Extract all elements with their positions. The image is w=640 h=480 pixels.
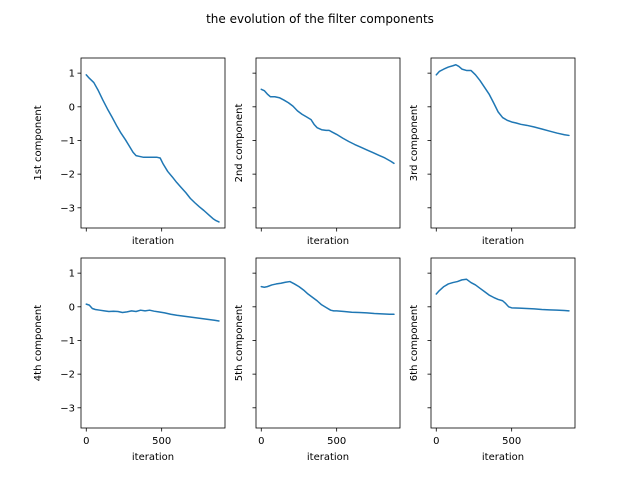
y-tick-label: −3 [60, 403, 75, 414]
y-tick-label: −2 [60, 370, 75, 381]
x-tick-label: 0 [433, 436, 439, 447]
y-tick-label: 0 [69, 102, 75, 113]
y-tick-label: 0 [69, 302, 75, 313]
series-line [85, 303, 220, 322]
series-line [435, 63, 570, 137]
series-line [85, 74, 220, 223]
x-tick-label: 500 [152, 436, 171, 447]
axes-frame [430, 57, 576, 229]
x-tick-label: 500 [502, 436, 521, 447]
x-tick-label: 0 [258, 436, 264, 447]
panel-2: iteration 2nd component [234, 57, 401, 247]
x-axis-label: iteration [132, 452, 174, 463]
small-multiples: 1 0 −1 −2 −3 iteration 1st component iteration 2… [33, 57, 576, 463]
x-axis-label: iteration [482, 452, 524, 463]
panel-1: 1 0 −1 −2 −3 iteration 1st component [33, 57, 226, 247]
y-axis-label: 6th component [409, 305, 420, 381]
panel-4: 1 0 −1 −2 −3 0 500 iteration 4th component [33, 257, 226, 463]
x-axis-label: iteration [132, 236, 174, 247]
x-tick-label: 500 [327, 436, 346, 447]
series-line [435, 278, 570, 312]
panel-3: iteration 3rd component [409, 57, 576, 247]
figure-title: the evolution of the filter components [206, 12, 434, 26]
y-tick-label: −3 [60, 203, 75, 214]
series-line [260, 280, 395, 315]
x-axis-label: iteration [307, 452, 349, 463]
panel-5: 0 500 iteration 5th component [234, 257, 401, 463]
x-axis-label: iteration [482, 236, 524, 247]
y-axis-label: 1st component [33, 105, 44, 180]
panel-6: 0 500 iteration 6th component [409, 257, 576, 463]
y-axis-label: 4th component [33, 305, 44, 381]
y-axis-label: 2nd component [234, 104, 245, 183]
series-line [260, 88, 395, 165]
y-tick-label: 1 [69, 269, 75, 280]
y-axis-label: 5th component [234, 305, 245, 381]
axes-frame [80, 57, 226, 229]
axes-frame [80, 257, 226, 429]
axes-frame [430, 257, 576, 429]
y-tick-label: −1 [60, 136, 75, 147]
axes-frame [255, 57, 401, 229]
x-axis-label: iteration [307, 236, 349, 247]
axes-frame [255, 257, 401, 429]
y-axis-label: 3rd component [409, 105, 420, 181]
y-tick-label: −1 [60, 336, 75, 347]
y-tick-label: −2 [60, 170, 75, 181]
y-tick-label: 1 [69, 69, 75, 80]
x-tick-label: 0 [83, 436, 89, 447]
